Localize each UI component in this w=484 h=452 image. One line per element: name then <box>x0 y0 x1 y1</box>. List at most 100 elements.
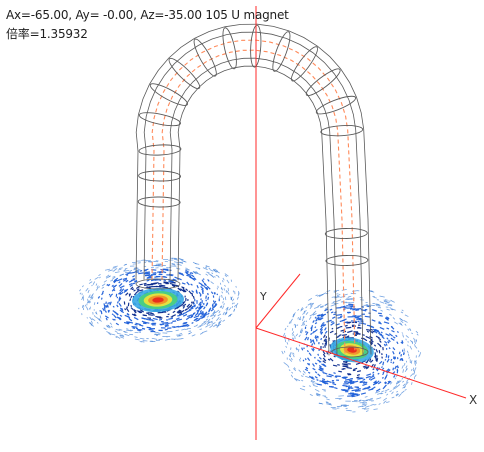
field-vector <box>388 340 390 342</box>
field-vector <box>336 300 341 302</box>
field-vector <box>100 315 101 318</box>
field-vector <box>200 310 201 312</box>
field-vector <box>323 351 325 354</box>
field-vector <box>196 320 199 321</box>
field-vector <box>208 279 210 281</box>
field-vector <box>323 354 325 357</box>
field-vector <box>363 379 366 380</box>
field-vector <box>334 356 336 357</box>
field-vector <box>313 339 314 342</box>
field-vector <box>92 285 93 286</box>
field-vector <box>331 304 336 306</box>
field-vector <box>94 315 95 317</box>
field-vector <box>132 289 134 290</box>
field-vector <box>334 388 337 389</box>
field-vector <box>401 391 404 394</box>
field-vector <box>373 374 374 375</box>
field-vector <box>108 270 113 271</box>
field-vector <box>125 309 126 311</box>
field-vector <box>165 329 168 330</box>
field-vector <box>376 349 377 352</box>
field-vector <box>403 369 404 373</box>
field-vector <box>380 302 384 304</box>
field-vector <box>312 384 314 385</box>
field-vector <box>211 292 213 294</box>
field-vector <box>186 317 190 320</box>
field-vector <box>189 291 192 294</box>
left-pole-field-map <box>79 258 239 342</box>
field-vector <box>119 282 121 283</box>
field-vector <box>329 374 334 376</box>
field-vector <box>209 325 211 326</box>
field-vector <box>306 367 307 368</box>
field-vector <box>130 298 131 300</box>
field-vector <box>188 332 191 334</box>
field-vector <box>177 319 182 320</box>
field-vector <box>332 382 334 383</box>
field-vector <box>300 358 301 360</box>
field-vector <box>385 392 386 393</box>
field-vector <box>201 285 203 286</box>
field-vector <box>334 373 336 374</box>
field-vector <box>99 277 100 278</box>
field-vector <box>308 372 310 373</box>
field-vector <box>303 324 304 325</box>
field-vector <box>336 315 342 316</box>
field-vector <box>393 351 394 354</box>
field-vector <box>187 310 192 312</box>
field-vector <box>315 389 319 391</box>
field-vector <box>414 375 416 378</box>
field-vector <box>337 365 340 366</box>
field-vector <box>379 316 382 317</box>
field-vector <box>393 337 395 338</box>
field-vector <box>313 348 314 350</box>
field-vector <box>210 325 213 327</box>
scale-readout: 倍率=1.35932 <box>6 25 88 42</box>
field-vector <box>170 283 173 284</box>
field-vector <box>222 295 223 298</box>
field-vector <box>349 380 353 381</box>
field-vector <box>141 342 144 343</box>
field-vector <box>339 335 341 336</box>
field-vector <box>139 290 143 291</box>
field-vector <box>376 398 381 400</box>
field-vector <box>141 260 145 261</box>
field-vector <box>373 378 375 379</box>
field-vector <box>199 292 201 295</box>
field-vector <box>168 318 173 319</box>
field-vector <box>110 280 113 281</box>
field-vector <box>411 360 412 362</box>
field-vector <box>287 365 289 367</box>
field-vector <box>380 340 382 342</box>
field-vector <box>391 359 392 361</box>
field-vector <box>393 317 395 319</box>
field-vector <box>412 382 413 385</box>
field-vector <box>218 314 221 316</box>
field-vector <box>172 315 176 317</box>
field-vector <box>110 302 111 305</box>
field-vector <box>148 261 152 262</box>
field-vector <box>325 328 327 331</box>
field-vector <box>316 295 318 296</box>
field-vector <box>114 315 117 318</box>
field-vector <box>193 303 194 305</box>
field-vector <box>157 280 161 281</box>
field-vector <box>384 322 389 324</box>
field-vector <box>105 310 106 312</box>
field-vector <box>293 334 294 336</box>
field-vector <box>417 334 418 335</box>
field-vector <box>165 339 170 340</box>
field-vector <box>222 306 223 309</box>
field-vector <box>237 297 238 300</box>
field-vector <box>356 377 359 378</box>
field-vector <box>234 305 236 307</box>
field-vector <box>117 333 121 334</box>
field-vector <box>319 357 321 359</box>
field-vector <box>309 386 311 387</box>
field-vector <box>315 372 317 374</box>
field-vector <box>383 362 384 366</box>
field-vector <box>162 323 168 324</box>
field-vector <box>183 306 185 308</box>
field-vector <box>207 316 209 318</box>
